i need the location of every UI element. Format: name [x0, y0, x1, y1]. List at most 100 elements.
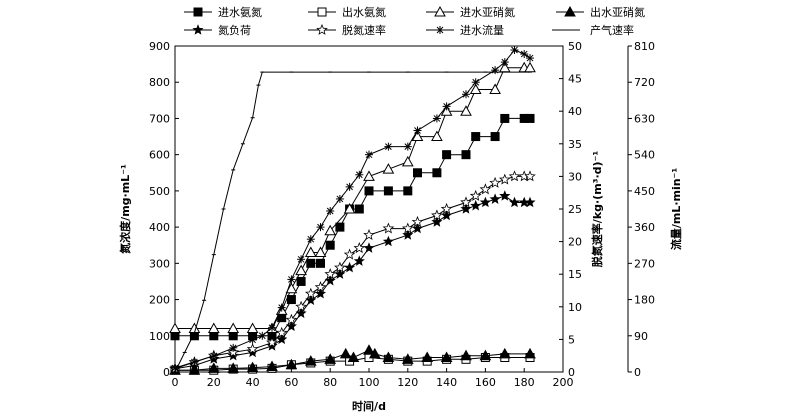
data-point — [382, 163, 395, 174]
data-point — [462, 90, 470, 99]
data-point — [285, 313, 298, 325]
data-point — [246, 343, 259, 355]
x-tick-label: 20 — [207, 376, 221, 389]
series-进水流量 — [171, 46, 535, 372]
data-point — [345, 182, 354, 191]
data-point — [207, 322, 220, 334]
data-point — [413, 168, 422, 178]
y-left-tick-label: 700 — [149, 112, 170, 125]
data-point — [440, 351, 453, 363]
data-point — [334, 261, 346, 273]
data-point — [169, 322, 181, 334]
y-right1-tick-label: 45 — [568, 73, 582, 86]
data-point — [460, 203, 472, 214]
data-point — [325, 240, 335, 250]
data-point — [432, 114, 441, 123]
data-point — [500, 58, 509, 67]
data-point — [479, 196, 491, 208]
data-point — [524, 170, 536, 182]
data-point — [403, 142, 412, 151]
legend-label: 氮负荷 — [218, 23, 251, 37]
data-point — [363, 170, 375, 181]
legend-item: 进水亚硝氮 — [426, 5, 515, 19]
y-left-tick-label: 300 — [149, 257, 170, 270]
data-point — [266, 360, 278, 372]
data-point — [498, 173, 511, 185]
data-point — [171, 363, 179, 372]
y-right2-tick-label: 630 — [634, 112, 655, 125]
legend-label: 脱氮速率 — [342, 23, 386, 37]
series-line — [175, 117, 530, 337]
y-right1-tick-label: 0 — [568, 366, 575, 379]
data-point — [442, 150, 452, 160]
y-right1-tick-label: 40 — [568, 105, 582, 118]
legend-item: 出水亚硝氮 — [556, 5, 645, 19]
data-point — [316, 258, 325, 268]
data-point — [525, 113, 535, 123]
data-point — [489, 83, 501, 94]
data-point — [403, 186, 413, 196]
data-point — [295, 307, 307, 319]
data-point — [471, 78, 480, 87]
legend-item: 脱氮速率 — [308, 23, 386, 37]
data-point — [209, 351, 218, 360]
y-left-tick-label: 900 — [149, 40, 170, 53]
data-point — [470, 199, 482, 211]
data-point — [227, 349, 239, 361]
data-point — [353, 242, 366, 254]
x-tick-label: 100 — [359, 376, 380, 389]
data-point — [314, 246, 327, 257]
data-point — [479, 183, 492, 195]
data-point — [306, 258, 316, 268]
data-point — [246, 322, 259, 334]
data-point — [479, 349, 492, 361]
data-point — [469, 83, 482, 94]
y-right1-tick-label: 15 — [568, 268, 582, 281]
data-point — [440, 105, 453, 116]
data-point — [295, 300, 307, 312]
data-point — [306, 235, 315, 244]
data-point — [305, 294, 317, 305]
data-point — [510, 46, 519, 55]
data-point — [401, 222, 414, 234]
data-point — [277, 303, 286, 312]
data-point — [296, 276, 306, 286]
legend-marker — [193, 7, 203, 17]
data-point — [246, 361, 259, 373]
y-axis-right2-label: 流量/mL·min⁻¹ — [669, 168, 683, 251]
x-tick-label: 180 — [514, 376, 535, 389]
y-left-tick-label: 600 — [149, 149, 170, 162]
legend-marker — [564, 5, 576, 17]
y-right2-tick-label: 810 — [634, 40, 655, 53]
data-point — [316, 223, 325, 232]
data-point — [411, 130, 424, 142]
data-point — [354, 204, 364, 214]
legend-marker — [317, 7, 327, 17]
y-right1-tick-label: 30 — [568, 170, 582, 183]
data-point — [326, 207, 335, 216]
data-point — [353, 255, 365, 266]
data-point — [382, 222, 395, 234]
data-point — [489, 193, 501, 204]
x-tick-label: 0 — [172, 376, 179, 389]
data-point — [304, 355, 317, 366]
data-point — [471, 132, 481, 142]
data-point — [343, 248, 356, 260]
y-right1-tick-label: 35 — [568, 138, 582, 151]
data-point — [188, 364, 201, 375]
legend-label: 进水氨氮 — [218, 5, 262, 19]
data-point — [363, 242, 375, 253]
series-进水氨氮 — [170, 113, 535, 341]
x-tick-label: 120 — [397, 376, 418, 389]
legend-item: 进水氨氮 — [184, 5, 262, 19]
data-point — [285, 320, 297, 332]
data-point — [460, 196, 472, 208]
legend-label: 进水流量 — [460, 23, 504, 37]
y-right2-tick-label: 270 — [634, 257, 655, 270]
data-point — [286, 295, 296, 305]
y-left-tick-label: 400 — [149, 221, 170, 234]
data-point — [383, 186, 393, 196]
legend-label: 产气速率 — [590, 23, 634, 37]
data-point — [384, 142, 393, 151]
